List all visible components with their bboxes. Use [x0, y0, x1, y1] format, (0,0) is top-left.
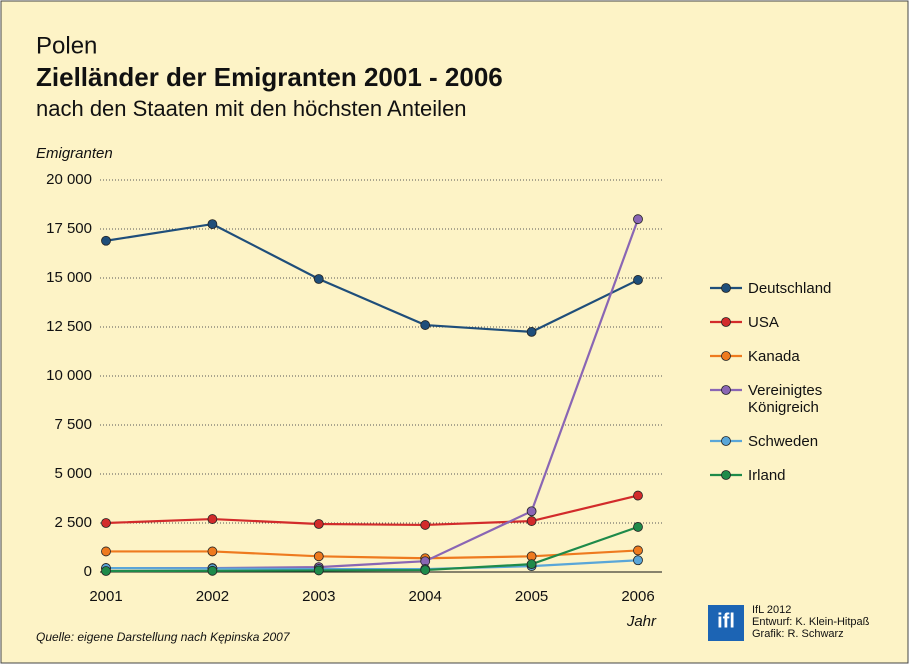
legend-swatch — [710, 317, 742, 327]
data-point — [420, 320, 431, 330]
credit: Grafik: R. Schwarz — [752, 628, 844, 640]
series-line — [105, 525, 639, 573]
data-point — [313, 274, 324, 284]
data-point — [633, 214, 643, 225]
y-tick-label: 12 500 — [46, 318, 92, 335]
y-axis-label: Emigranten — [36, 145, 113, 162]
data-point — [526, 326, 537, 337]
chart-title: Zielländer der Emigranten 2001 - 2006 — [36, 62, 503, 92]
legend-label: Schweden — [748, 433, 819, 450]
data-point — [101, 235, 111, 246]
legend-swatch — [710, 470, 742, 480]
data-point — [633, 522, 643, 532]
data-point — [313, 551, 324, 562]
source: Quelle: eigene Darstellung nach Kępinska… — [36, 630, 291, 644]
legend-item: Irland — [708, 466, 868, 484]
y-tick-label: 2 500 — [54, 514, 92, 531]
data-point — [633, 490, 643, 501]
x-tick-label: 2002 — [196, 588, 229, 605]
data-point — [207, 514, 218, 524]
legend-label: Vereinigtes Königreich — [748, 382, 823, 416]
data-point — [207, 219, 218, 230]
data-point — [633, 275, 643, 285]
data-point — [420, 520, 431, 530]
x-tick-label: 2003 — [302, 588, 335, 605]
legend-label: Deutschland — [748, 280, 832, 297]
credit: IfL 2012 — [752, 604, 791, 616]
logo-box — [708, 605, 744, 641]
y-tick-label: 17 500 — [46, 220, 92, 237]
legend-item: Deutschland — [708, 279, 868, 297]
credit: Entwurf: K. Klein-Hitpaß — [752, 616, 870, 628]
legend-item: Kanada — [708, 347, 868, 365]
y-tick-label: 10 000 — [46, 367, 92, 384]
y-tick-label: 20 000 — [46, 171, 92, 188]
data-point — [101, 546, 111, 557]
legend-label: Irland — [748, 467, 786, 484]
legend-swatch — [710, 385, 742, 395]
data-point — [633, 555, 643, 566]
y-tick-label: 5 000 — [54, 465, 92, 482]
legend-label: USA — [748, 314, 779, 331]
x-tick-label: 2006 — [621, 588, 654, 605]
series-line — [105, 559, 639, 571]
data-point — [101, 518, 111, 528]
legend-label: Kanada — [748, 348, 800, 365]
y-tick-label: 0 — [84, 563, 92, 580]
series-line — [106, 549, 639, 560]
series-line — [105, 494, 639, 527]
series-line — [105, 222, 639, 334]
data-point — [526, 559, 537, 570]
logo: ifl — [717, 610, 735, 632]
subtitle: nach den Staaten mit den höchsten Anteil… — [36, 96, 467, 121]
x-tick-label: 2005 — [515, 588, 548, 605]
data-point — [420, 565, 431, 575]
data-point — [313, 519, 324, 529]
data-point — [633, 545, 643, 556]
data-point — [207, 546, 218, 557]
legend-swatch — [710, 283, 742, 293]
legend-swatch — [710, 351, 742, 361]
y-tick-label: 7 500 — [54, 416, 92, 433]
x-tick-label: 2004 — [409, 588, 442, 605]
legend-item: Schweden — [708, 432, 868, 450]
y-tick-label: 15 000 — [46, 269, 92, 286]
data-point — [101, 566, 111, 576]
data-point — [207, 565, 218, 576]
x-tick-label: 2001 — [89, 588, 122, 605]
data-point — [526, 506, 537, 517]
data-point — [526, 516, 537, 526]
header: Polen — [36, 32, 97, 59]
x-axis-label: Jahr — [626, 613, 657, 630]
data-point — [313, 565, 324, 576]
legend-item: USA — [708, 313, 868, 331]
legend-item: Vereinigtes Königreich — [708, 381, 868, 416]
legend-swatch — [710, 436, 742, 446]
